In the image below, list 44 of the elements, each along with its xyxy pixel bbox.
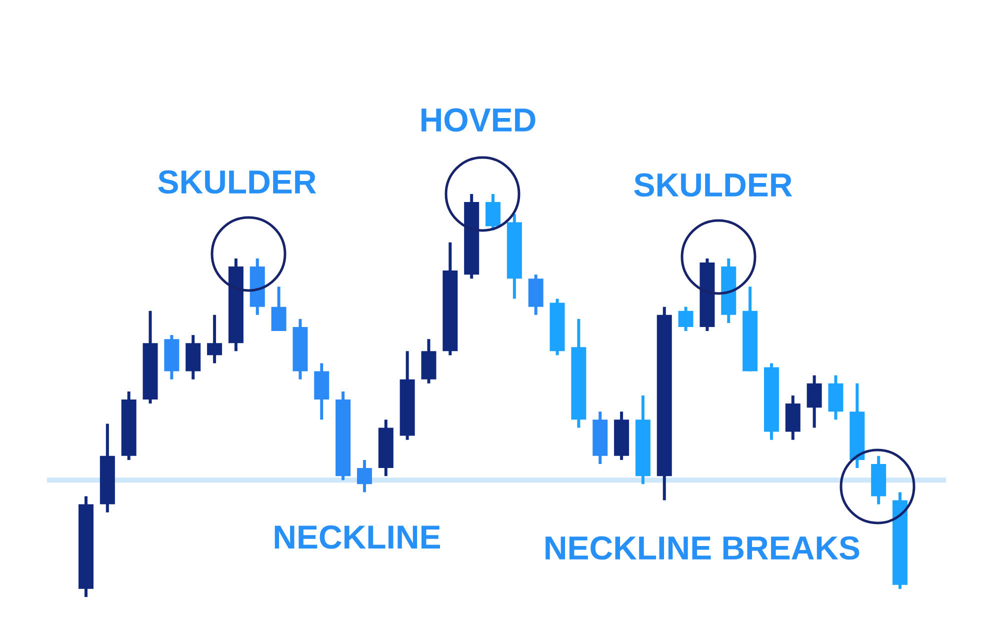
candlestick xyxy=(571,318,586,428)
candlestick xyxy=(100,424,115,512)
candlestick xyxy=(464,194,480,279)
candlestick xyxy=(378,420,394,476)
candlestick xyxy=(614,412,630,460)
candlestick xyxy=(806,375,822,428)
candlestick xyxy=(828,375,844,420)
candlestick xyxy=(528,274,544,315)
candlestick xyxy=(871,456,886,504)
candlestick xyxy=(764,363,779,440)
candlestick xyxy=(336,391,351,480)
candlestick xyxy=(850,383,865,468)
candlestick xyxy=(292,318,308,380)
candlestick xyxy=(78,496,94,597)
candlestick xyxy=(486,194,501,230)
candlestick xyxy=(314,363,330,420)
candlestick xyxy=(271,286,286,332)
candlestick xyxy=(250,258,265,315)
candlestick xyxy=(592,412,608,464)
candlestick xyxy=(142,310,158,404)
candlestick xyxy=(442,242,458,356)
candlestick xyxy=(721,258,736,323)
candlestick xyxy=(656,306,672,500)
candlestick xyxy=(186,335,201,380)
ref-line-label: NECKLINE xyxy=(274,525,440,549)
candlestick xyxy=(207,314,222,364)
candlestick xyxy=(228,258,244,352)
text: HOVED xyxy=(422,108,536,132)
candlestick xyxy=(164,335,180,380)
candlestick xyxy=(742,286,758,372)
candlestick xyxy=(785,395,800,440)
candlestick xyxy=(400,351,415,440)
annotation: SKULDER xyxy=(634,173,792,197)
candlestick xyxy=(506,214,522,299)
candlestick xyxy=(550,298,565,356)
text: SKULDER xyxy=(158,170,316,194)
candlestick xyxy=(700,258,715,332)
annotation: NECKLINE BREAKS xyxy=(546,536,860,560)
candlestick xyxy=(635,395,650,484)
candlestick xyxy=(356,460,372,492)
candlestick xyxy=(678,306,694,332)
candlestick xyxy=(121,391,136,460)
candlestick xyxy=(892,492,908,589)
candlestick xyxy=(421,339,436,384)
